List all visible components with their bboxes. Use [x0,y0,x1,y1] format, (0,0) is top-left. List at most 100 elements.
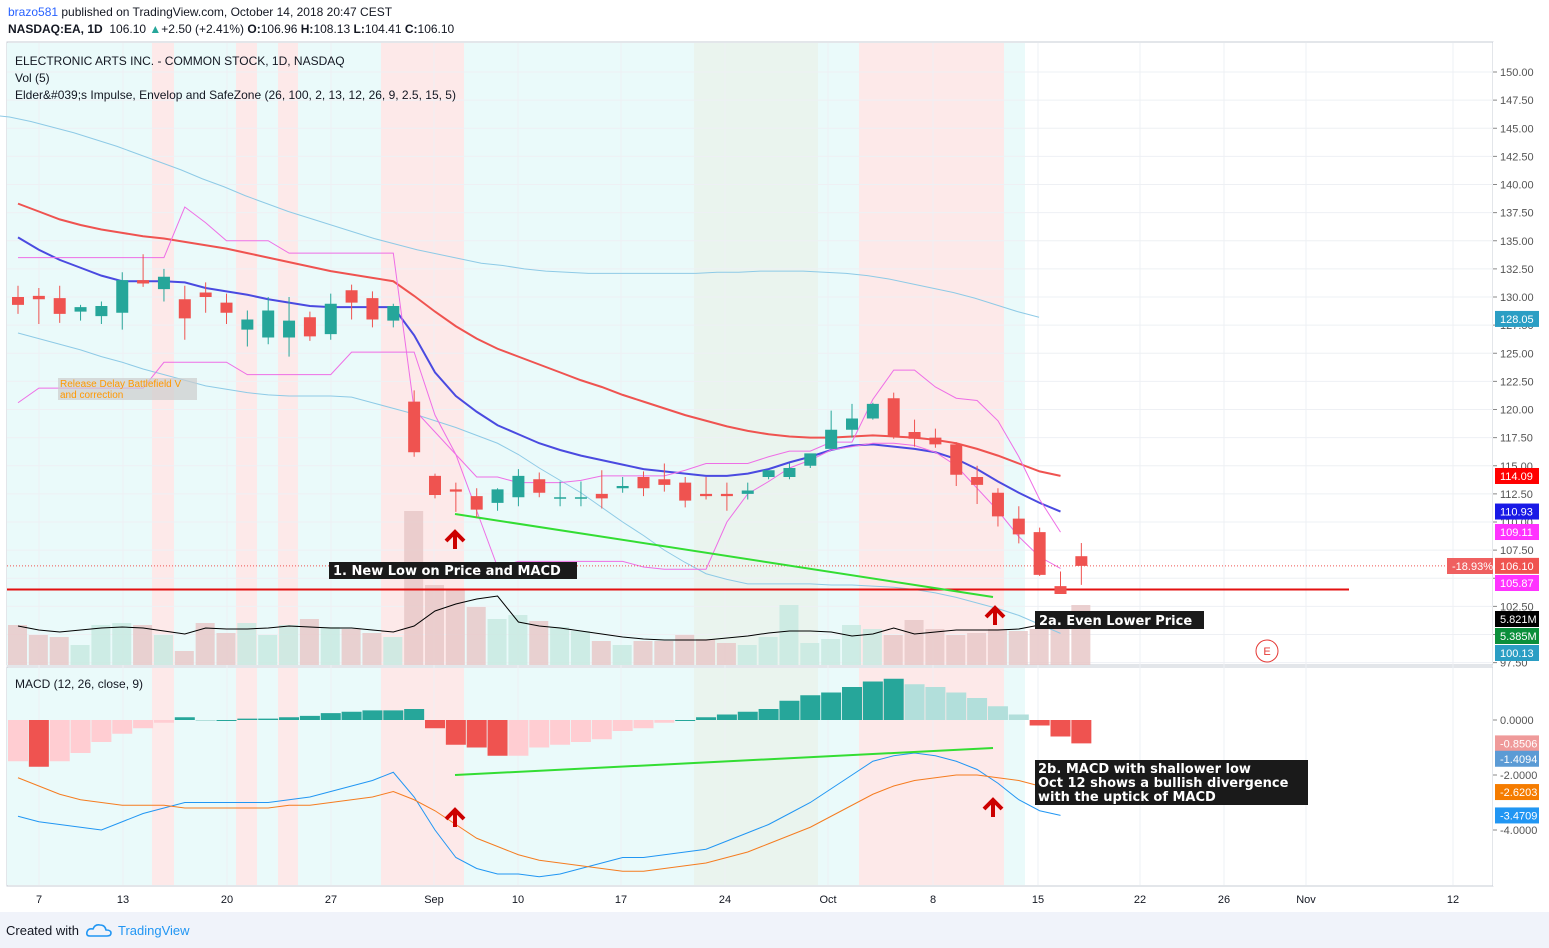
x-tick-label: 27 [325,894,337,906]
tradingview-logo-icon [86,924,112,937]
macd-y-tick-label: -2.0000 [1500,770,1537,782]
price-tag: 106.10 [1500,561,1534,573]
volume-bar [675,635,695,665]
y-tick-label: 102.50 [1500,601,1534,613]
macd-histogram-bar [821,692,842,720]
candle-body [887,398,900,437]
macd-histogram-bar [633,720,654,729]
volume-bar [925,629,945,665]
volume-bar [237,623,257,665]
signal-line [17,774,1061,872]
macd-histogram-bar [91,720,112,742]
macd-histogram-bar [487,720,508,756]
volume-bar [445,589,465,665]
impulse-band [278,43,298,665]
macd-line [17,752,1061,878]
price-axis[interactable]: 150.00 147.50 145.00 142.50 140.00 137.50 135.… [1447,42,1549,886]
volume-bar [153,635,173,665]
x-tick-label: 20 [221,894,233,906]
impulse-band-macd [152,668,174,885]
macd-legend: MACD (12, 26, close, 9) [15,677,143,691]
tradingview-link[interactable]: TradingView [118,923,190,938]
candle-body [741,490,754,494]
impulse-band-macd [464,668,694,885]
volume-bar [70,645,90,665]
x-tick-label: 24 [719,894,731,906]
earnings-marker-icon [1255,639,1279,663]
macd-histogram-bar [987,706,1008,720]
macd-histogram-bar [842,687,862,720]
candle-body [262,310,275,338]
price-tag-bg [1495,645,1539,661]
volume-bar [404,511,424,665]
volume-bar [946,635,966,665]
chart-canvas[interactable]: 7 13 20 27 Sep 10 17 24 Oct 8 15 22 26 Nov 12 150.00 14… [0,0,1549,912]
up-arrow-icon [984,605,1006,625]
ema-fast-line [17,236,1061,513]
macd-histogram-bar [404,709,425,720]
open-value: 106.96 [260,22,298,36]
volume-bar [591,641,611,665]
candle-body [429,475,441,495]
x-tick-label: Oct [819,894,836,906]
volume-bar [1050,625,1070,665]
volume-bar [508,615,528,665]
x-tick-label: 22 [1134,894,1146,906]
author-link[interactable]: brazo581 [8,5,59,19]
impulse-legend: Elder&#039;s Impulse, Envelop and SafeZo… [15,88,456,102]
macd-histogram-bar [591,720,612,740]
candle-body [512,475,525,498]
price-tag-bg [1495,575,1539,591]
volume-ma-line [17,595,1082,641]
volume-bar [654,641,674,665]
y-tick-label: 117.50 [1500,433,1533,445]
publish-line: brazo581 published on TradingView.com, O… [8,5,392,19]
candle-body [762,470,775,477]
macd-histogram-bar [1071,720,1092,744]
footer: Created with TradingView [0,912,1549,948]
macd-tag: -3.4709 [1500,810,1537,822]
low-value: 104.41 [364,22,402,36]
volume-legend: Vol (5) [15,71,50,85]
symbol-label[interactable]: NASDAQ:EA, 1D [8,22,103,36]
macd-histogram-bar [299,715,320,720]
macd-tag: -2.6203 [1500,787,1537,799]
indicator-lines [0,115,1493,634]
impulse-band [1004,43,1025,665]
macd-histogram-bar [612,720,633,731]
volume-bar [716,643,736,665]
price-tag: 100.13 [1500,648,1534,660]
x-tick-label: 17 [615,894,627,906]
price-tag: 110.93 [1500,507,1533,519]
volume-bar [862,629,882,665]
macd-histogram-bar [1050,720,1071,737]
macd-histogram-bar [133,720,154,729]
note-2b-text: with the uptick of MACD [1038,790,1216,805]
macd-histogram-bar [216,720,237,721]
note-1-box [329,562,577,579]
volume-bar [341,629,361,665]
macd-histogram-bar [466,720,487,748]
candle-body [1075,556,1088,566]
volume-bar [758,637,778,665]
candle-body [116,280,129,313]
macd-tag-bg [1495,750,1539,767]
y-tick-label: 107.50 [1500,545,1534,557]
candle-body [1033,532,1046,575]
volume-bar [737,645,757,665]
impulse-band-macd [7,668,152,885]
candle-body [574,497,587,499]
envelope-upper-line [0,115,1040,318]
macd-histogram-bar [425,720,445,729]
y-tick-label: 122.50 [1500,376,1534,388]
release-note-text: Release Delay Battlefield V [60,379,182,390]
macd-histogram-bar [258,718,279,720]
volume-bar [258,635,278,665]
impulse-band [174,43,236,665]
macd-histogram-bar [237,718,258,720]
y-tick-label: 130.00 [1500,292,1534,304]
candle-body [720,493,733,497]
price-tag-bg [1495,310,1539,327]
candle-body [866,403,879,419]
